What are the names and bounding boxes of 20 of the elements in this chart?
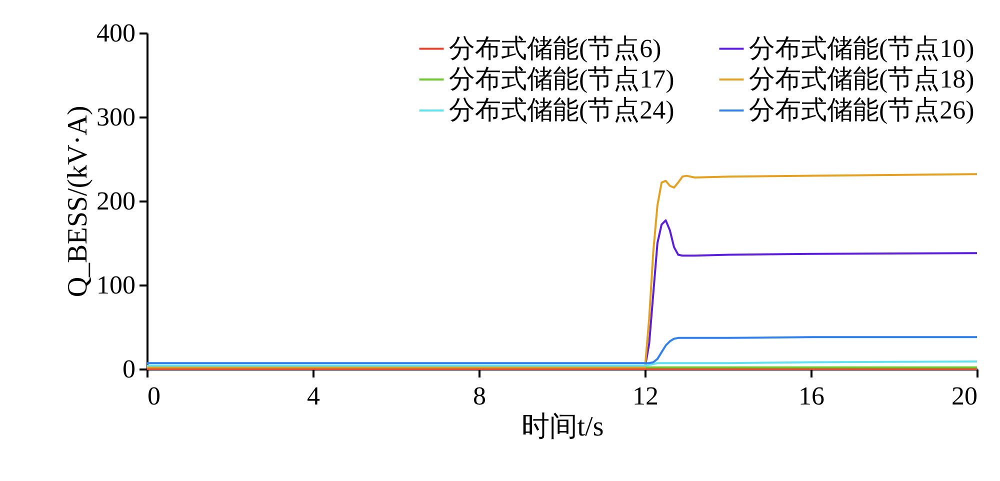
x-axis-title: 时间t/s [521, 412, 604, 442]
x-tick-label: 20 [952, 382, 978, 410]
legend-label: 分布式储能(节点24) [449, 96, 674, 124]
x-tick-label: 12 [632, 382, 658, 410]
y-tick-label: 100 [96, 270, 136, 300]
legend-label: 分布式储能(节点26) [749, 96, 974, 124]
y-tick-label: 200 [96, 186, 136, 216]
y-tick-label: 0 [122, 354, 136, 384]
legend-label: 分布式储能(节点6) [449, 34, 662, 63]
legend-label: 分布式储能(节点10) [749, 34, 974, 63]
x-tick-label: 16 [798, 382, 824, 410]
y-tick-label: 400 [96, 18, 136, 48]
line-series [146, 336, 978, 364]
legend-label: 分布式储能(节点17) [449, 64, 674, 94]
y-axis-title: Q_BESS/(kV·A) [62, 106, 94, 298]
x-tick-label: 0 [148, 382, 160, 410]
y-tick-label: 300 [96, 102, 136, 132]
x-tick-label: 4 [307, 382, 320, 410]
x-tick-label: 8 [473, 382, 486, 410]
legend-label: 分布式储能(节点18) [749, 64, 974, 94]
